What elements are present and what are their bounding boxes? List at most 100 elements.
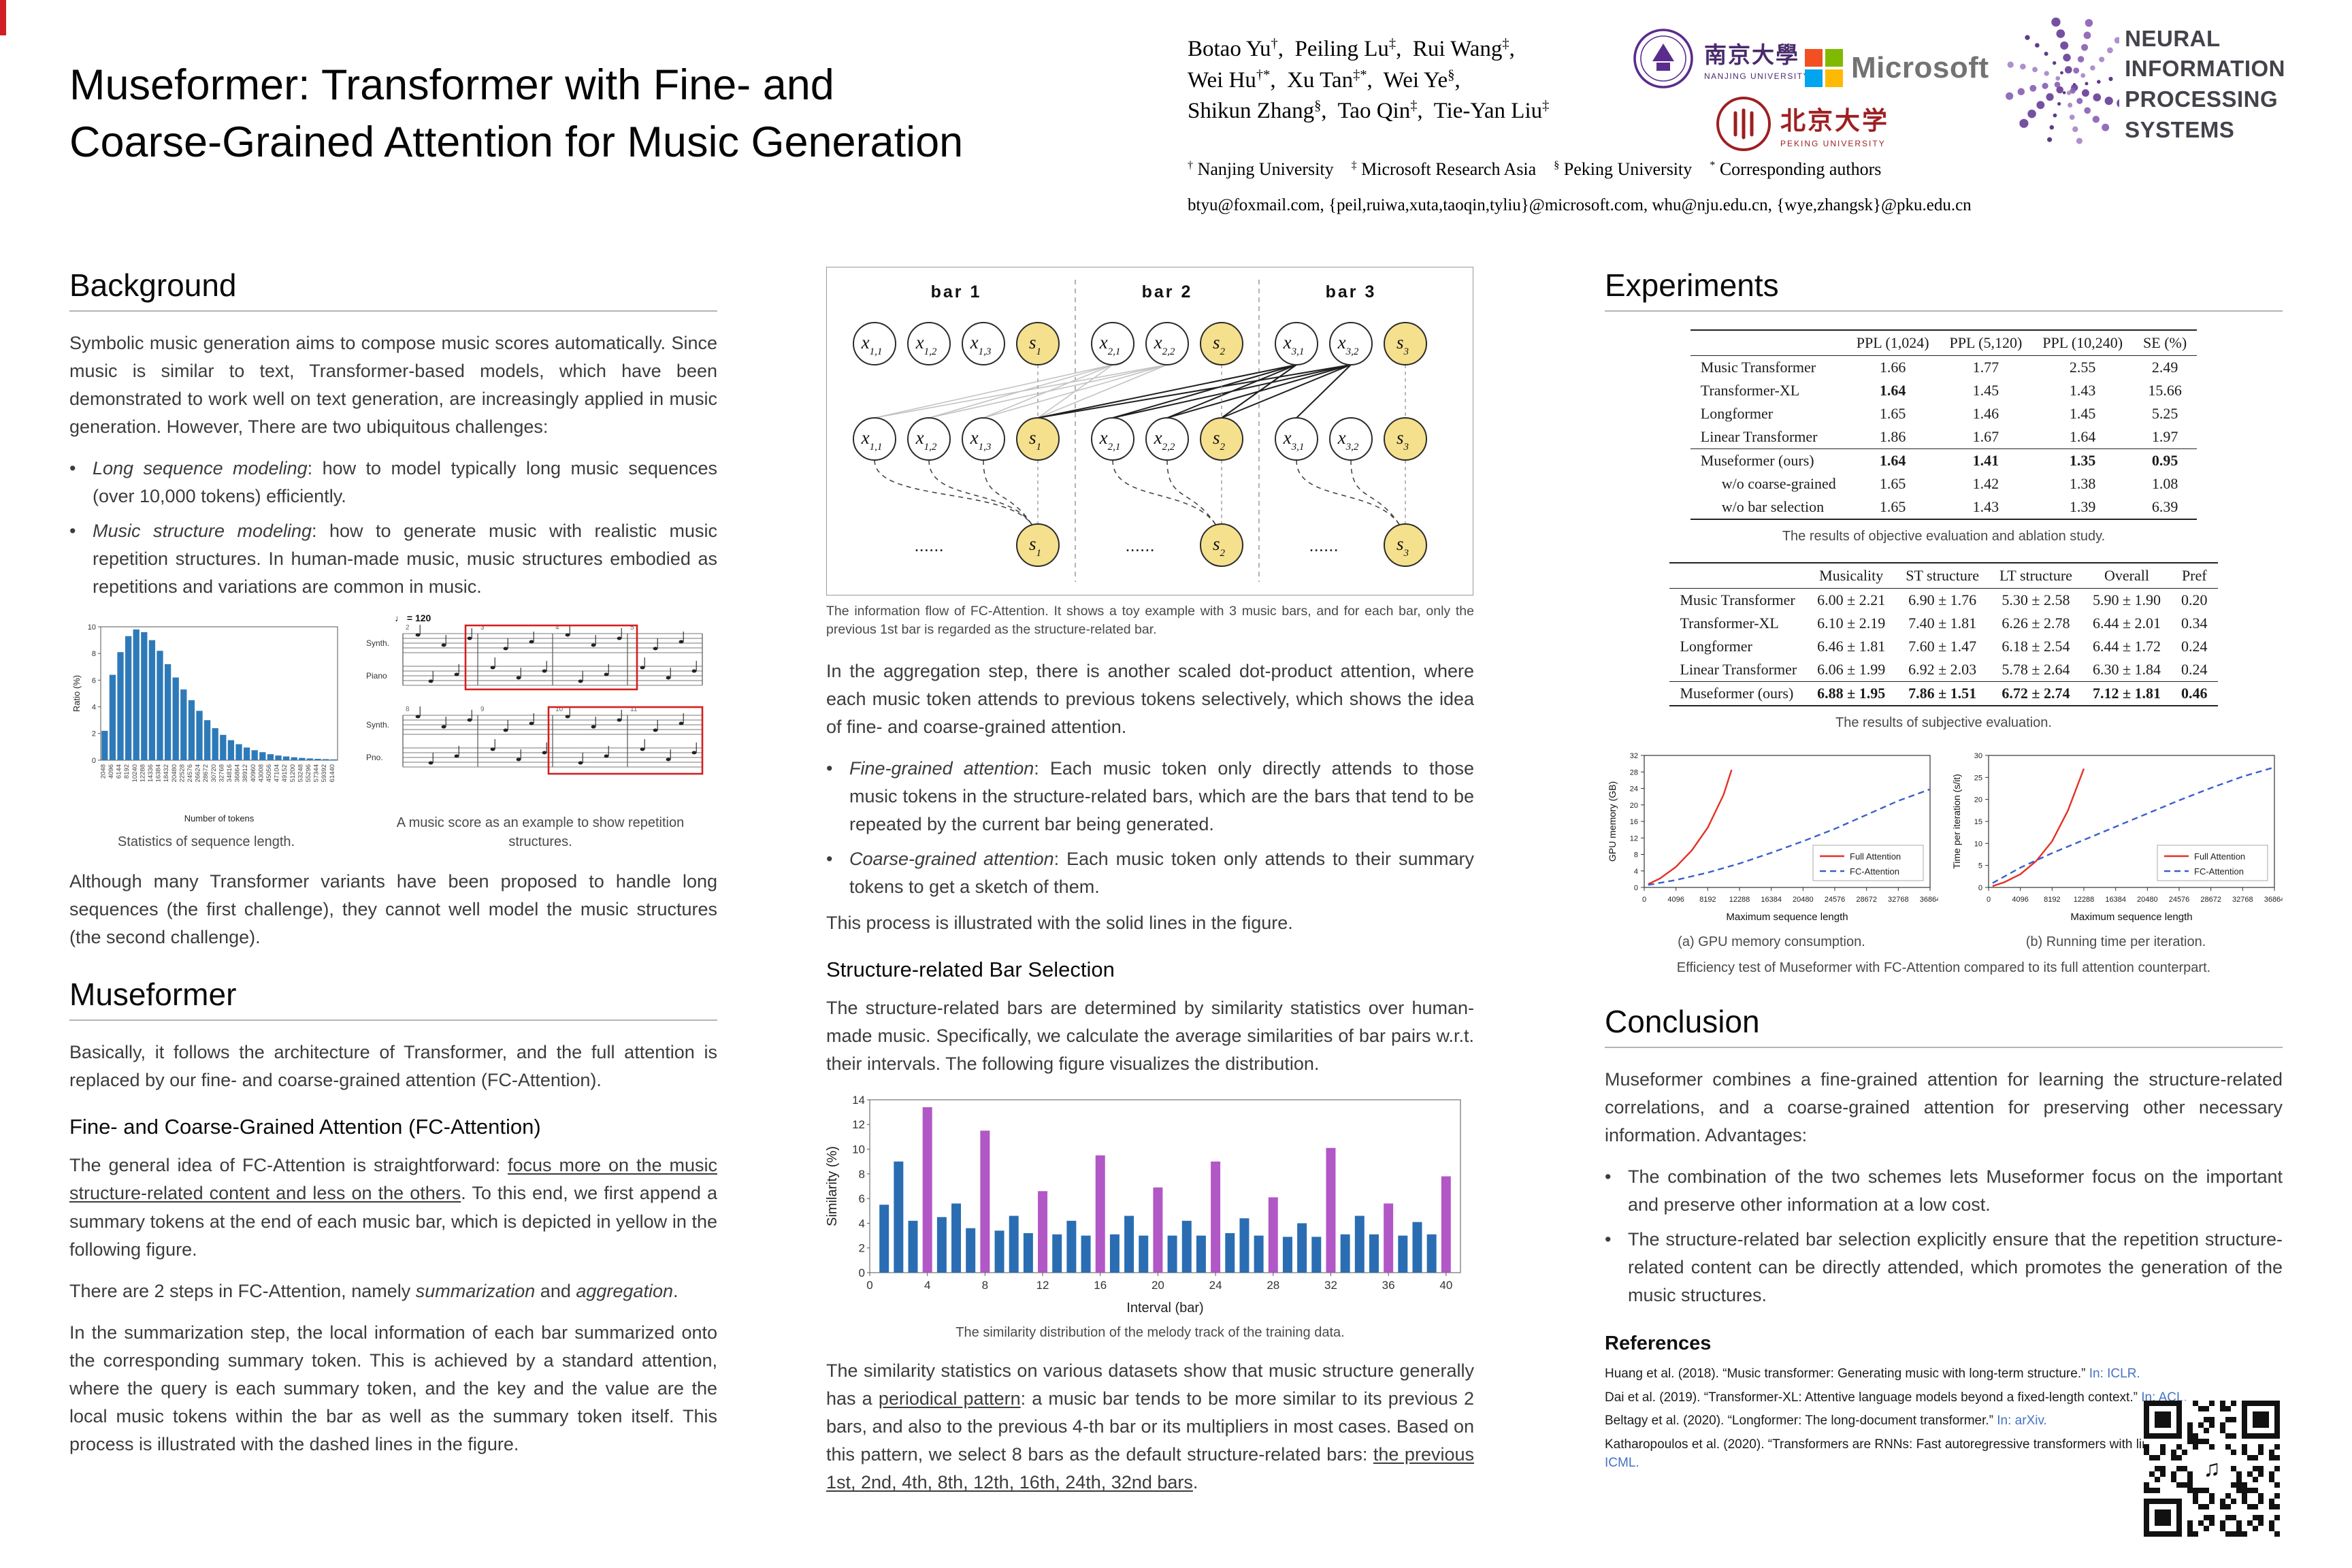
gpu-caption: (a) GPU memory consumption. xyxy=(1678,934,1865,949)
svg-text:Number of tokens: Number of tokens xyxy=(184,813,255,823)
table-row: Music Transformer 1.66 1.77 2.55 2.49 xyxy=(1700,359,2178,376)
periodical-pattern-paragraph: The similarity statistics on various dat… xyxy=(826,1360,1474,1493)
table-row: Longformer 1.65 1.46 1.45 5.25 xyxy=(1700,405,2178,422)
svg-text:10: 10 xyxy=(88,623,96,632)
svg-text:8192: 8192 xyxy=(123,764,131,779)
svg-text:16384: 16384 xyxy=(155,764,163,782)
title-line-2: Coarse-Grained Attention for Music Gener… xyxy=(69,118,964,166)
svg-text:Time per iteration (s/it): Time per iteration (s/it) xyxy=(1951,774,1962,869)
svg-text:55296: 55296 xyxy=(305,764,312,782)
svg-text:......: ...... xyxy=(914,535,943,555)
svg-text:2: 2 xyxy=(406,624,410,632)
table-row: Transformer-XL 1.64 1.45 1.43 15.66 xyxy=(1700,382,2182,399)
svg-text:0: 0 xyxy=(859,1267,865,1279)
svg-text:43008: 43008 xyxy=(257,764,265,782)
title-line-1: Museformer: Transformer with Fine- and xyxy=(69,61,834,109)
svg-text:Pno.: Pno. xyxy=(366,753,383,762)
left-column: Background Symbolic music generation aim… xyxy=(69,267,717,1472)
museformer-paragraph-1: Basically, it follows the architecture o… xyxy=(69,1042,717,1091)
svg-text:Full Attention: Full Attention xyxy=(1850,851,1901,862)
running-time-chart: 0 4096 8192 12288 16384 20480 24576 28672 32768 3… xyxy=(1951,752,2283,923)
svg-text:4096: 4096 xyxy=(108,764,115,779)
svg-text:12288: 12288 xyxy=(139,764,146,782)
bullet-music-structure-modeling: • Music structure modeling: how to gener… xyxy=(69,517,717,601)
svg-text:11: 11 xyxy=(630,706,638,713)
svg-text:bar 2: bar 2 xyxy=(1142,282,1193,301)
svg-text:12: 12 xyxy=(1036,1279,1049,1292)
fc-attention-paragraph-1: The general idea of FC-Attention is stra… xyxy=(69,1155,717,1260)
svg-text:32: 32 xyxy=(1630,752,1638,760)
svg-text:32768: 32768 xyxy=(1888,896,1909,904)
svg-text:5: 5 xyxy=(1978,862,1982,870)
svg-text:32: 32 xyxy=(1324,1279,1337,1292)
author-emails: btyu@foxmail.com, {peil,ruiwa,xuta,taoqi… xyxy=(1188,196,1972,214)
svg-text:4: 4 xyxy=(859,1217,865,1230)
svg-text:10: 10 xyxy=(1974,840,1982,848)
svg-text:Interval (bar): Interval (bar) xyxy=(1126,1301,1203,1316)
svg-text:Full Attention: Full Attention xyxy=(2194,851,2245,862)
sequence-length-histogram: 0 2 4 6 8 10 2048 4096 6144 8192 10240 12288 14336 16… xyxy=(71,623,338,823)
svg-text:26624: 26624 xyxy=(195,764,202,782)
section-divider xyxy=(69,1019,717,1022)
svg-text:22528: 22528 xyxy=(178,764,186,782)
svg-text:8192: 8192 xyxy=(2044,896,2060,904)
svg-text:24576: 24576 xyxy=(186,764,194,782)
subjective-results-table: Musicality ST structure LT structure Overal… xyxy=(1605,562,2283,706)
microsoft-squares-icon xyxy=(1805,49,1843,87)
svg-text:59392: 59392 xyxy=(321,764,328,782)
time-caption: (b) Running time per iteration. xyxy=(2025,934,2206,949)
svg-text:36864: 36864 xyxy=(2264,896,2283,904)
table-row: w/o bar selection 1.65 1.43 1.39 6.39 xyxy=(1721,498,2178,515)
svg-text:bar 1: bar 1 xyxy=(931,282,982,301)
bullet-dot: • xyxy=(1605,1166,1612,1188)
table-row: w/o coarse-grained 1.65 1.42 1.38 1.08 xyxy=(1721,475,2178,492)
svg-text:28: 28 xyxy=(1267,1279,1279,1292)
figure-gpu-memory: 0 4096 8192 12288 16384 20480 24576 28672 32768 3… xyxy=(1605,747,1938,951)
svg-text:10: 10 xyxy=(852,1143,865,1156)
solid-lines-note: This process is illustrated with the sol… xyxy=(826,912,1293,933)
svg-text:20480: 20480 xyxy=(171,764,178,782)
background-figures: 0 2 4 6 8 10 2048 4096 6144 8192 10240 12288 14336 16… xyxy=(69,608,717,851)
bullet-dot: • xyxy=(69,521,76,542)
right-column: Experiments PPL (1,024) PPL (5,120) PPL (1… xyxy=(1605,267,2283,1477)
reference-venue-link[interactable]: In: ICLR. xyxy=(2089,1367,2140,1382)
bullet-conclusion-2: • The structure-related bar selection ex… xyxy=(1605,1226,2283,1309)
table-row: Museformer (ours) 6.88 ± 1.95 7.86 ± 1.51 6… xyxy=(1669,681,2218,706)
neurips-logo-text: NEURAL INFORMATION PROCESSING SYSTEMS xyxy=(2125,25,2285,142)
aggregation-paragraph: In the aggregation step, there is anothe… xyxy=(826,660,1474,737)
museformer-heading: Museformer xyxy=(69,977,237,1013)
svg-text:Maximum sequence length: Maximum sequence length xyxy=(1726,911,1848,923)
bullet-dot: • xyxy=(826,848,833,869)
svg-text:36864: 36864 xyxy=(1920,896,1938,904)
svg-text:15: 15 xyxy=(1974,818,1982,826)
fc-figure-caption: The information flow of FC-Attention. It… xyxy=(826,604,1474,638)
svg-text:32768: 32768 xyxy=(218,764,225,782)
figure-similarity: 0 2 4 6 8 10 12 14 0 4 8 12 16 20 24 28 32 36 40 Interval (… xyxy=(826,1092,1474,1342)
bullet-dot: • xyxy=(826,757,833,779)
svg-text:Similarity (%): Similarity (%) xyxy=(826,1146,840,1226)
svg-text:28672: 28672 xyxy=(202,764,210,782)
svg-text:8: 8 xyxy=(982,1279,988,1292)
reference-venue-link[interactable]: In: arXiv. xyxy=(1997,1414,2047,1428)
bullet-fine-grained: • Fine-grained attention: Each music tok… xyxy=(826,755,1474,838)
svg-text:16: 16 xyxy=(1630,818,1638,826)
svg-text:24: 24 xyxy=(1209,1279,1222,1292)
bar-selection-subheading: Structure-related Bar Selection xyxy=(826,957,1115,981)
svg-text:8: 8 xyxy=(92,650,96,658)
svg-text:16384: 16384 xyxy=(2105,896,2126,904)
bar-selection-paragraph: The structure-related bars are determine… xyxy=(826,997,1474,1074)
svg-text:0: 0 xyxy=(1634,884,1638,892)
fc-attention-diagram: bar 1 bar 2 bar 3x1,1x1,1x1,2x1,2x1,3x1,3s… xyxy=(853,280,1427,582)
svg-text:FC-Attention: FC-Attention xyxy=(2194,866,2244,877)
results-table: Musicality ST structure LT structure Overal… xyxy=(1669,562,2218,706)
svg-text:10240: 10240 xyxy=(131,764,139,782)
figure-sequence-length: 0 2 4 6 8 10 2048 4096 6144 8192 10240 12288 14336 16… xyxy=(69,620,343,851)
svg-text:12288: 12288 xyxy=(1729,896,1750,904)
svg-text:FC-Attention: FC-Attention xyxy=(1850,866,1899,877)
figure-music-score: ♩ = 120 Synth. Piano 2 3 4 5 Synth. Pno. 8 9 10 11 A… xyxy=(363,608,717,851)
bullet-dot: • xyxy=(1605,1229,1612,1250)
svg-text:4096: 4096 xyxy=(2012,896,2028,904)
svg-text:24: 24 xyxy=(1630,785,1638,794)
svg-text:4: 4 xyxy=(1634,868,1638,876)
